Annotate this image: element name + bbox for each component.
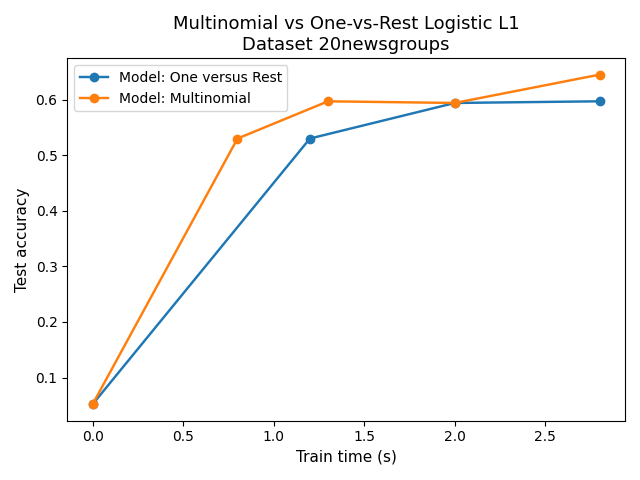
- Title: Multinomial vs One-vs-Rest Logistic L1
Dataset 20newsgroups: Multinomial vs One-vs-Rest Logistic L1 D…: [173, 15, 520, 54]
- Line: Model: Multinomial: Model: Multinomial: [88, 71, 604, 408]
- Model: Multinomial: (0.8, 0.53): Multinomial: (0.8, 0.53): [234, 136, 241, 142]
- Model: Multinomial: (1.3, 0.597): Multinomial: (1.3, 0.597): [324, 98, 332, 104]
- Line: Model: One versus Rest: Model: One versus Rest: [88, 97, 604, 408]
- X-axis label: Train time (s): Train time (s): [296, 450, 397, 465]
- Model: Multinomial: (2, 0.594): Multinomial: (2, 0.594): [451, 100, 459, 106]
- Model: One versus Rest: (2, 0.594): One versus Rest: (2, 0.594): [451, 100, 459, 106]
- Legend: Model: One versus Rest, Model: Multinomial: Model: One versus Rest, Model: Multinomi…: [74, 65, 287, 111]
- Model: One versus Rest: (0, 0.052): One versus Rest: (0, 0.052): [89, 401, 97, 407]
- Model: One versus Rest: (1.2, 0.53): One versus Rest: (1.2, 0.53): [306, 136, 314, 142]
- Model: Multinomial: (0, 0.052): Multinomial: (0, 0.052): [89, 401, 97, 407]
- Y-axis label: Test accuracy: Test accuracy: [15, 187, 30, 292]
- Model: Multinomial: (2.8, 0.645): Multinomial: (2.8, 0.645): [596, 72, 604, 77]
- Model: One versus Rest: (2.8, 0.597): One versus Rest: (2.8, 0.597): [596, 98, 604, 104]
